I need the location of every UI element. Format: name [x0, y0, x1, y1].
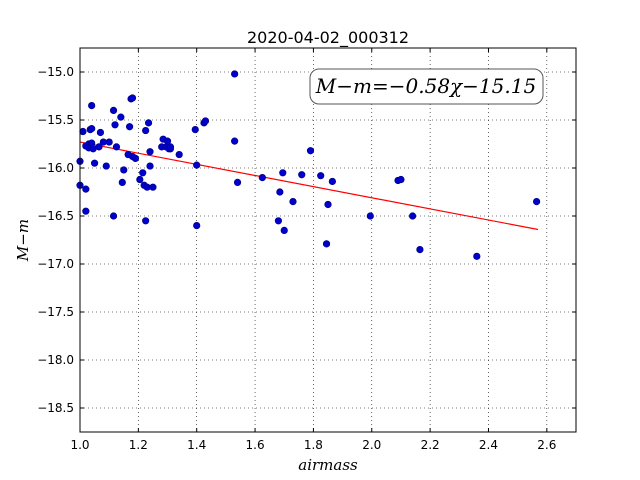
grid — [79, 48, 576, 432]
data-point — [274, 217, 283, 225]
data-point — [139, 169, 147, 177]
data-point — [120, 166, 128, 174]
fit-line-group — [79, 141, 539, 231]
data-point — [166, 143, 175, 151]
data-point — [276, 188, 284, 196]
fit-line — [79, 141, 539, 231]
data-point — [258, 174, 266, 182]
y-tick-label: −15.0 — [37, 65, 74, 79]
data-point — [306, 147, 315, 155]
x-tick-label: 2.0 — [362, 438, 381, 452]
y-tick-label: −16.0 — [37, 161, 74, 175]
data-points — [76, 70, 541, 260]
data-point — [473, 252, 481, 260]
data-point — [233, 178, 242, 186]
y-tick-label: −16.5 — [37, 209, 74, 223]
data-point — [79, 127, 87, 136]
fit-equation-frame — [309, 68, 544, 105]
data-point — [88, 125, 96, 133]
y-tick-label: −17.0 — [37, 257, 74, 271]
data-point — [128, 94, 137, 102]
data-point — [231, 137, 239, 145]
data-point — [366, 212, 374, 220]
data-point — [109, 212, 118, 220]
fit-equation-label: M−m=−0.58χ−15.15 — [315, 74, 536, 98]
data-point — [409, 212, 417, 220]
y-tick-label: −18.0 — [37, 353, 74, 367]
data-point — [298, 171, 306, 179]
data-point — [102, 162, 110, 170]
data-point — [280, 226, 288, 234]
data-point — [317, 172, 325, 180]
x-tick-label: 2.6 — [537, 438, 556, 452]
data-point — [322, 240, 331, 248]
data-point — [118, 178, 126, 186]
data-point — [95, 143, 103, 151]
data-point — [201, 117, 210, 125]
data-point — [163, 137, 172, 145]
data-point — [112, 143, 121, 151]
data-point — [397, 175, 405, 184]
data-point — [149, 183, 157, 191]
y-tick-label: −17.5 — [37, 305, 74, 319]
data-point — [289, 198, 297, 206]
x-tick-label: 1.0 — [70, 438, 89, 452]
data-point — [96, 128, 105, 137]
data-point — [146, 148, 154, 156]
data-point — [82, 207, 90, 215]
data-point — [144, 119, 153, 127]
data-point — [88, 101, 96, 110]
fit-equation-box: M−m=−0.58χ−15.15 — [309, 68, 544, 105]
data-point — [416, 246, 424, 254]
axis-ticks: 1.0 1.2 1.4 1.6 1.8 2.0 2.2 2.4 2.6 −15.0 −15.5 −16… — [37, 48, 576, 452]
x-tick-label: 2.4 — [479, 438, 498, 452]
data-point — [175, 150, 183, 159]
data-point — [193, 222, 201, 230]
data-point — [82, 185, 90, 193]
data-point — [324, 200, 332, 209]
data-point — [142, 217, 150, 225]
chart-title: 2020-04-02_000312 — [247, 28, 409, 48]
x-tick-label: 1.4 — [187, 438, 206, 452]
x-tick-label: 1.6 — [246, 438, 265, 452]
data-point — [142, 126, 150, 135]
data-point — [111, 121, 119, 129]
x-tick-label: 2.2 — [421, 438, 440, 452]
y-tick-label: −18.5 — [37, 401, 74, 415]
plot-frame — [79, 47, 577, 433]
data-point — [109, 106, 118, 114]
data-point — [279, 169, 287, 177]
x-tick-label: 1.2 — [129, 438, 148, 452]
data-point — [126, 123, 134, 131]
data-point — [533, 198, 541, 206]
data-point — [136, 175, 144, 184]
data-point — [90, 159, 99, 167]
data-point — [131, 154, 140, 162]
data-point — [105, 138, 113, 146]
data-point — [191, 126, 199, 134]
data-point — [193, 161, 201, 169]
y-tick-label: −15.5 — [37, 113, 74, 127]
data-point — [146, 162, 154, 170]
data-point — [231, 70, 239, 78]
data-point — [117, 113, 125, 121]
x-tick-label: 1.8 — [304, 438, 323, 452]
y-axis-label: M−m — [14, 219, 32, 262]
x-axis-label: airmass — [298, 456, 358, 474]
data-point — [328, 177, 336, 186]
